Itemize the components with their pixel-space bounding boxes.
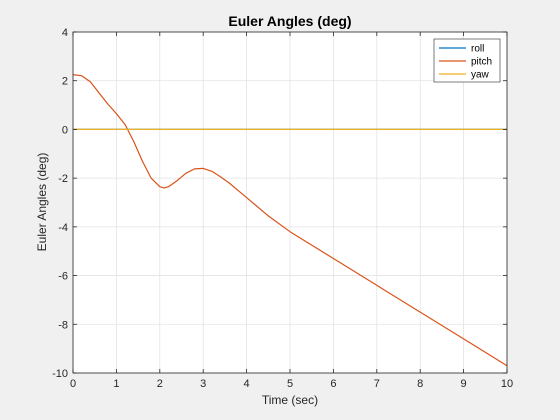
x-tick-label: 0 xyxy=(70,378,76,390)
y-tick-label: 0 xyxy=(62,124,68,136)
series-line-pitch xyxy=(72,74,508,367)
x-tick-label: 6 xyxy=(330,378,336,390)
x-tick-label: 8 xyxy=(417,378,423,390)
x-tick-label: 10 xyxy=(501,378,513,390)
x-tick-label: 7 xyxy=(374,378,380,390)
y-tick-label: 4 xyxy=(62,27,68,39)
legend-label-pitch: pitch xyxy=(471,57,492,68)
y-tick-label: -6 xyxy=(58,271,68,283)
chart-title: Euler Angles (deg) xyxy=(228,13,351,29)
x-tick-label: 3 xyxy=(200,378,206,390)
x-tick-label: 2 xyxy=(157,378,163,390)
y-axis-label: Euler Angles (deg) xyxy=(35,153,49,252)
x-axis-label: Time (sec) xyxy=(262,393,318,407)
x-tick-label: 9 xyxy=(461,378,467,390)
y-tick-label: 2 xyxy=(62,76,68,88)
legend-label-roll: roll xyxy=(471,44,484,55)
ticks-group: 0 1 2 3 4 5 6 7 8 9 10 -10 -8 -6 -4 -2 0 2 4 xyxy=(52,27,513,390)
x-tick-label: 5 xyxy=(287,378,293,390)
y-tick-label: -4 xyxy=(58,222,68,234)
x-tick-label: 4 xyxy=(244,378,250,390)
y-tick-label: -8 xyxy=(58,319,68,331)
y-tick-label: -2 xyxy=(58,173,68,185)
y-tick-label: -10 xyxy=(52,368,68,380)
x-tick-label: 1 xyxy=(113,378,119,390)
legend: roll pitch yaw xyxy=(433,38,501,83)
legend-label-yaw: yaw xyxy=(471,70,490,81)
series-group xyxy=(72,74,508,367)
